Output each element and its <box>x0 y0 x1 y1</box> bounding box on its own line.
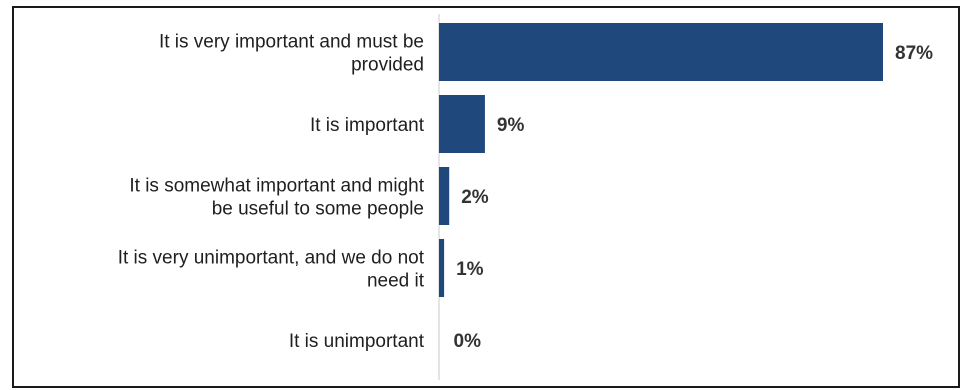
value-label: 87% <box>895 43 933 64</box>
category-label: need it <box>367 271 425 292</box>
bar-chart: It is very important and must beprovided… <box>118 14 933 380</box>
category-label: provided <box>351 55 424 76</box>
category-label: It is very unimportant, and we do not <box>118 248 425 269</box>
category-label: be useful to some people <box>212 199 424 220</box>
bar <box>439 95 485 153</box>
category-label: It is somewhat important and might <box>129 176 424 197</box>
value-label: 1% <box>456 259 484 280</box>
bar <box>439 23 883 81</box>
bar-row: It is important 9% <box>310 95 525 153</box>
category-label: It is unimportant <box>289 331 425 352</box>
category-label: It is important <box>310 115 425 136</box>
chart-rows: It is very important and must beprovided… <box>118 23 933 352</box>
category-label: It is very important and must be <box>159 32 424 53</box>
value-label: 2% <box>461 187 489 208</box>
bar <box>439 167 450 225</box>
bar-row: It is unimportant 0% <box>289 331 481 352</box>
chart-frame: It is very important and must be provided… <box>12 6 960 388</box>
value-label: 9% <box>497 115 525 136</box>
value-label: 0% <box>454 331 482 352</box>
bar-row: It is very important and must beprovided… <box>159 23 933 81</box>
bar <box>439 239 445 297</box>
bar-row: It is very unimportant, and we do notnee… <box>118 239 484 297</box>
